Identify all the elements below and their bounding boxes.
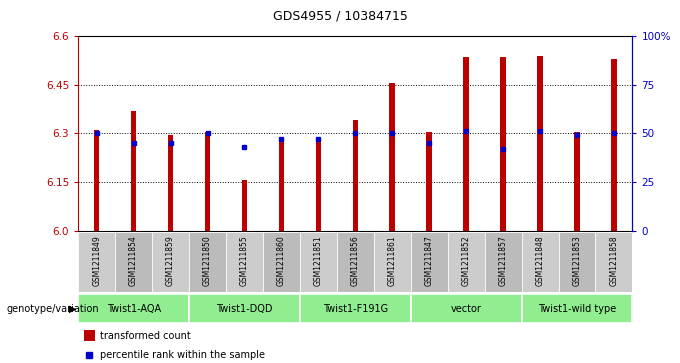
Text: GSM1211850: GSM1211850 [203, 235, 212, 286]
Bar [426, 132, 432, 231]
Bar [84, 330, 95, 341]
Text: GSM1211847: GSM1211847 [425, 235, 434, 286]
Bar [205, 132, 210, 231]
Text: GSM1211849: GSM1211849 [92, 235, 101, 286]
Bar [78, 294, 189, 323]
Bar [241, 180, 248, 231]
Text: GSM1211857: GSM1211857 [498, 235, 507, 286]
Bar [226, 232, 263, 292]
Bar [558, 232, 596, 292]
Bar [500, 57, 506, 231]
Bar [522, 294, 632, 323]
Text: GSM1211858: GSM1211858 [609, 235, 618, 286]
Bar [411, 232, 447, 292]
Bar [94, 130, 99, 231]
Text: GSM1211848: GSM1211848 [536, 235, 545, 286]
Text: Twist1-AQA: Twist1-AQA [107, 303, 160, 314]
Text: genotype/variation: genotype/variation [7, 303, 99, 314]
Bar [411, 294, 522, 323]
Bar [574, 132, 580, 231]
Bar [485, 232, 522, 292]
Bar [374, 232, 411, 292]
Text: GSM1211853: GSM1211853 [573, 235, 581, 286]
Text: vector: vector [451, 303, 481, 314]
Bar [352, 121, 358, 231]
Bar [611, 59, 617, 231]
Bar [390, 83, 395, 231]
Text: Twist1-wild type: Twist1-wild type [538, 303, 616, 314]
Bar [337, 232, 374, 292]
Text: percentile rank within the sample: percentile rank within the sample [101, 350, 265, 360]
Bar [263, 232, 300, 292]
Text: GSM1211854: GSM1211854 [129, 235, 138, 286]
Bar [78, 232, 115, 292]
Bar [522, 232, 558, 292]
Text: GSM1211860: GSM1211860 [277, 235, 286, 286]
Text: Twist1-F191G: Twist1-F191G [323, 303, 388, 314]
Bar [189, 294, 300, 323]
Text: GSM1211852: GSM1211852 [462, 235, 471, 286]
Bar [463, 57, 469, 231]
Bar [447, 232, 485, 292]
Text: ▶: ▶ [69, 303, 76, 314]
Text: transformed count: transformed count [101, 331, 191, 341]
Bar [300, 232, 337, 292]
Text: Twist1-DQD: Twist1-DQD [216, 303, 273, 314]
Bar [279, 140, 284, 231]
Bar [300, 294, 411, 323]
Text: GDS4955 / 10384715: GDS4955 / 10384715 [273, 9, 407, 22]
Bar [131, 111, 137, 231]
Bar [152, 232, 189, 292]
Text: GSM1211861: GSM1211861 [388, 235, 396, 286]
Text: GSM1211859: GSM1211859 [166, 235, 175, 286]
Bar [537, 56, 543, 231]
Text: GSM1211855: GSM1211855 [240, 235, 249, 286]
Bar [596, 232, 632, 292]
Text: GSM1211851: GSM1211851 [314, 235, 323, 286]
Bar [189, 232, 226, 292]
Bar [168, 135, 173, 231]
Text: GSM1211856: GSM1211856 [351, 235, 360, 286]
Bar [316, 142, 321, 231]
Bar [115, 232, 152, 292]
